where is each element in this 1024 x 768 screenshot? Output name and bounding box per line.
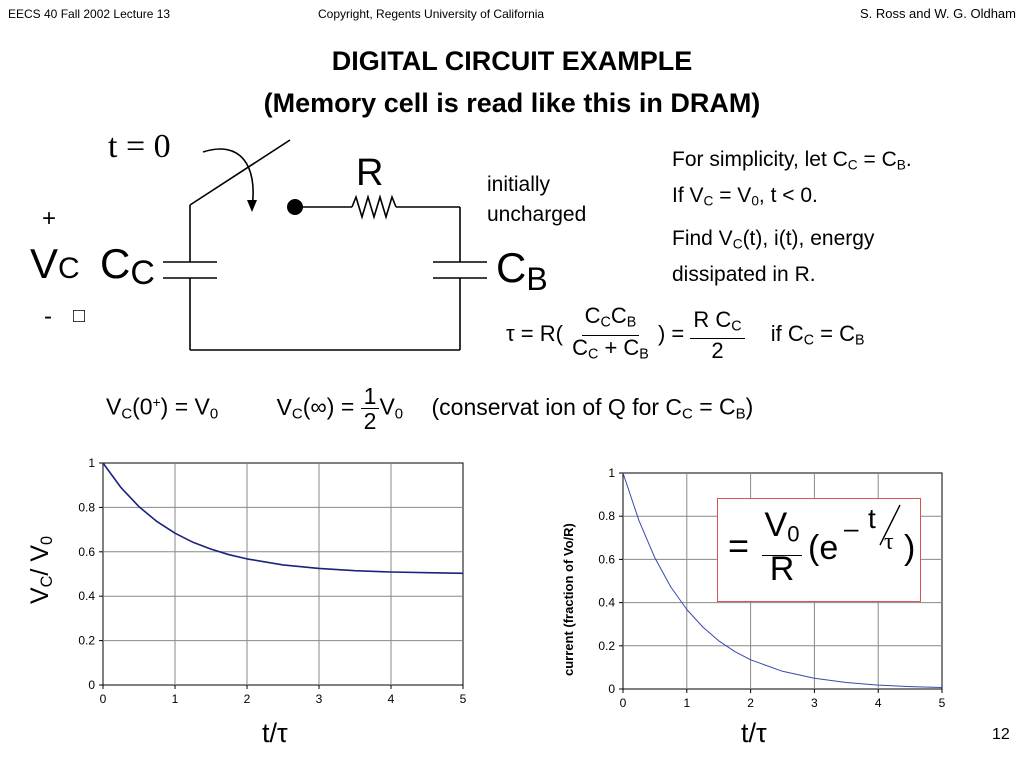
voltage-chart-xtick-label: 1	[172, 692, 179, 706]
voltage-chart-series-line	[102, 462, 464, 575]
current-chart-xtick-label: 3	[811, 696, 818, 710]
voltage-chart-ytick-label: 0.2	[78, 634, 95, 648]
current-chart-ytick-label: 0.4	[598, 596, 615, 610]
current-chart-xtick-label: 0	[620, 696, 627, 710]
formula-exp-minus: –	[844, 513, 859, 543]
current-chart-xlabel: t/τ	[741, 718, 767, 748]
vc-label: VC	[30, 240, 80, 287]
current-chart-ytick-label: 1	[608, 466, 615, 480]
header-copyright: Copyright, Regents University of Califor…	[318, 7, 545, 21]
current-chart-ytick-label: 0.2	[598, 639, 615, 653]
current-chart-xtick-label: 2	[747, 696, 754, 710]
slide-title-line1: DIGITAL CIRCUIT EXAMPLE	[331, 46, 693, 76]
voltage-chart-ytick-label: 0.4	[78, 589, 95, 603]
current-formula-box: = V0 R (e – t τ )	[717, 498, 921, 602]
current-chart-ylabel: current (fraction of Vo/R)	[561, 523, 576, 676]
formula-exp-slash	[879, 504, 901, 546]
current-chart-ytick-label: 0.8	[598, 509, 615, 523]
header-course: EECS 40 Fall 2002 Lecture 13	[8, 7, 171, 21]
formula-exp-t: t	[868, 503, 876, 534]
page-number: 12	[992, 726, 1010, 743]
switch-time-label: t = 0	[108, 128, 171, 165]
slide-title-line2: (Memory cell is read like this in DRAM)	[263, 88, 761, 118]
voltage-chart-xlabel: t/τ	[262, 718, 288, 748]
formula-denominator: R	[769, 550, 795, 588]
formula-paren-close: )	[904, 529, 916, 567]
formula-exp-tau: τ	[884, 529, 894, 555]
voltage-chart-plot-frame	[102, 462, 464, 686]
initially-uncharged-note: initially uncharged	[487, 173, 587, 226]
header-authors: S. Ross and W. G. Oldham	[859, 6, 1016, 21]
voltage-chart-ytick-label: 0	[88, 678, 95, 692]
cb-label: CB	[496, 244, 548, 297]
current-chart-ytick-label: 0	[608, 682, 615, 696]
current-chart-xtick-label: 4	[875, 696, 882, 710]
voltage-chart-xtick-label: 5	[460, 692, 467, 706]
formula-exp-base: (e	[808, 529, 839, 567]
current-chart-xtick-label: 5	[939, 696, 946, 710]
voltage-chart-xtick-label: 0	[100, 692, 107, 706]
voltage-chart-ytick-label: 0.8	[78, 500, 95, 514]
formula-numerator: V0	[762, 505, 802, 556]
current-chart-plot-frame	[622, 472, 943, 690]
current-chart-series-line	[622, 472, 943, 688]
voltage-chart: 0 1 2 3 4 5 0 0.2 0.4 0.6 0.8 1	[78, 456, 467, 706]
missing-glyph: □	[73, 305, 86, 327]
cc-label: CC	[100, 240, 155, 292]
voltage-chart-ytick-label: 1	[88, 456, 95, 470]
plus-sign: +	[42, 205, 57, 232]
voltage-chart-xtick-label: 4	[388, 692, 395, 706]
minus-sign: -	[44, 303, 52, 330]
voltage-chart-xtick-label: 3	[316, 692, 323, 706]
voltage-chart-ytick-label: 0.6	[78, 545, 95, 559]
voltage-chart-xtick-label: 2	[244, 692, 251, 706]
resistor-label: R	[356, 152, 384, 194]
current-chart-ytick-label: 0.6	[598, 552, 615, 566]
formula-equals: =	[728, 525, 750, 566]
problem-statement: For simplicity, let CC = CB. If VC = V0,…	[672, 148, 912, 287]
vc-initial-final-equation: VC(0+) = V0 VC(∞) = 1 2 V0 (conservat ion …	[106, 383, 754, 435]
current-chart-xtick-label: 1	[683, 696, 690, 710]
voltage-chart-ylabel: VC/ V0	[26, 535, 57, 604]
tau-equation: τ = R( CCCB CC + CB ) = R CC 2 if CC = CB	[506, 303, 865, 364]
